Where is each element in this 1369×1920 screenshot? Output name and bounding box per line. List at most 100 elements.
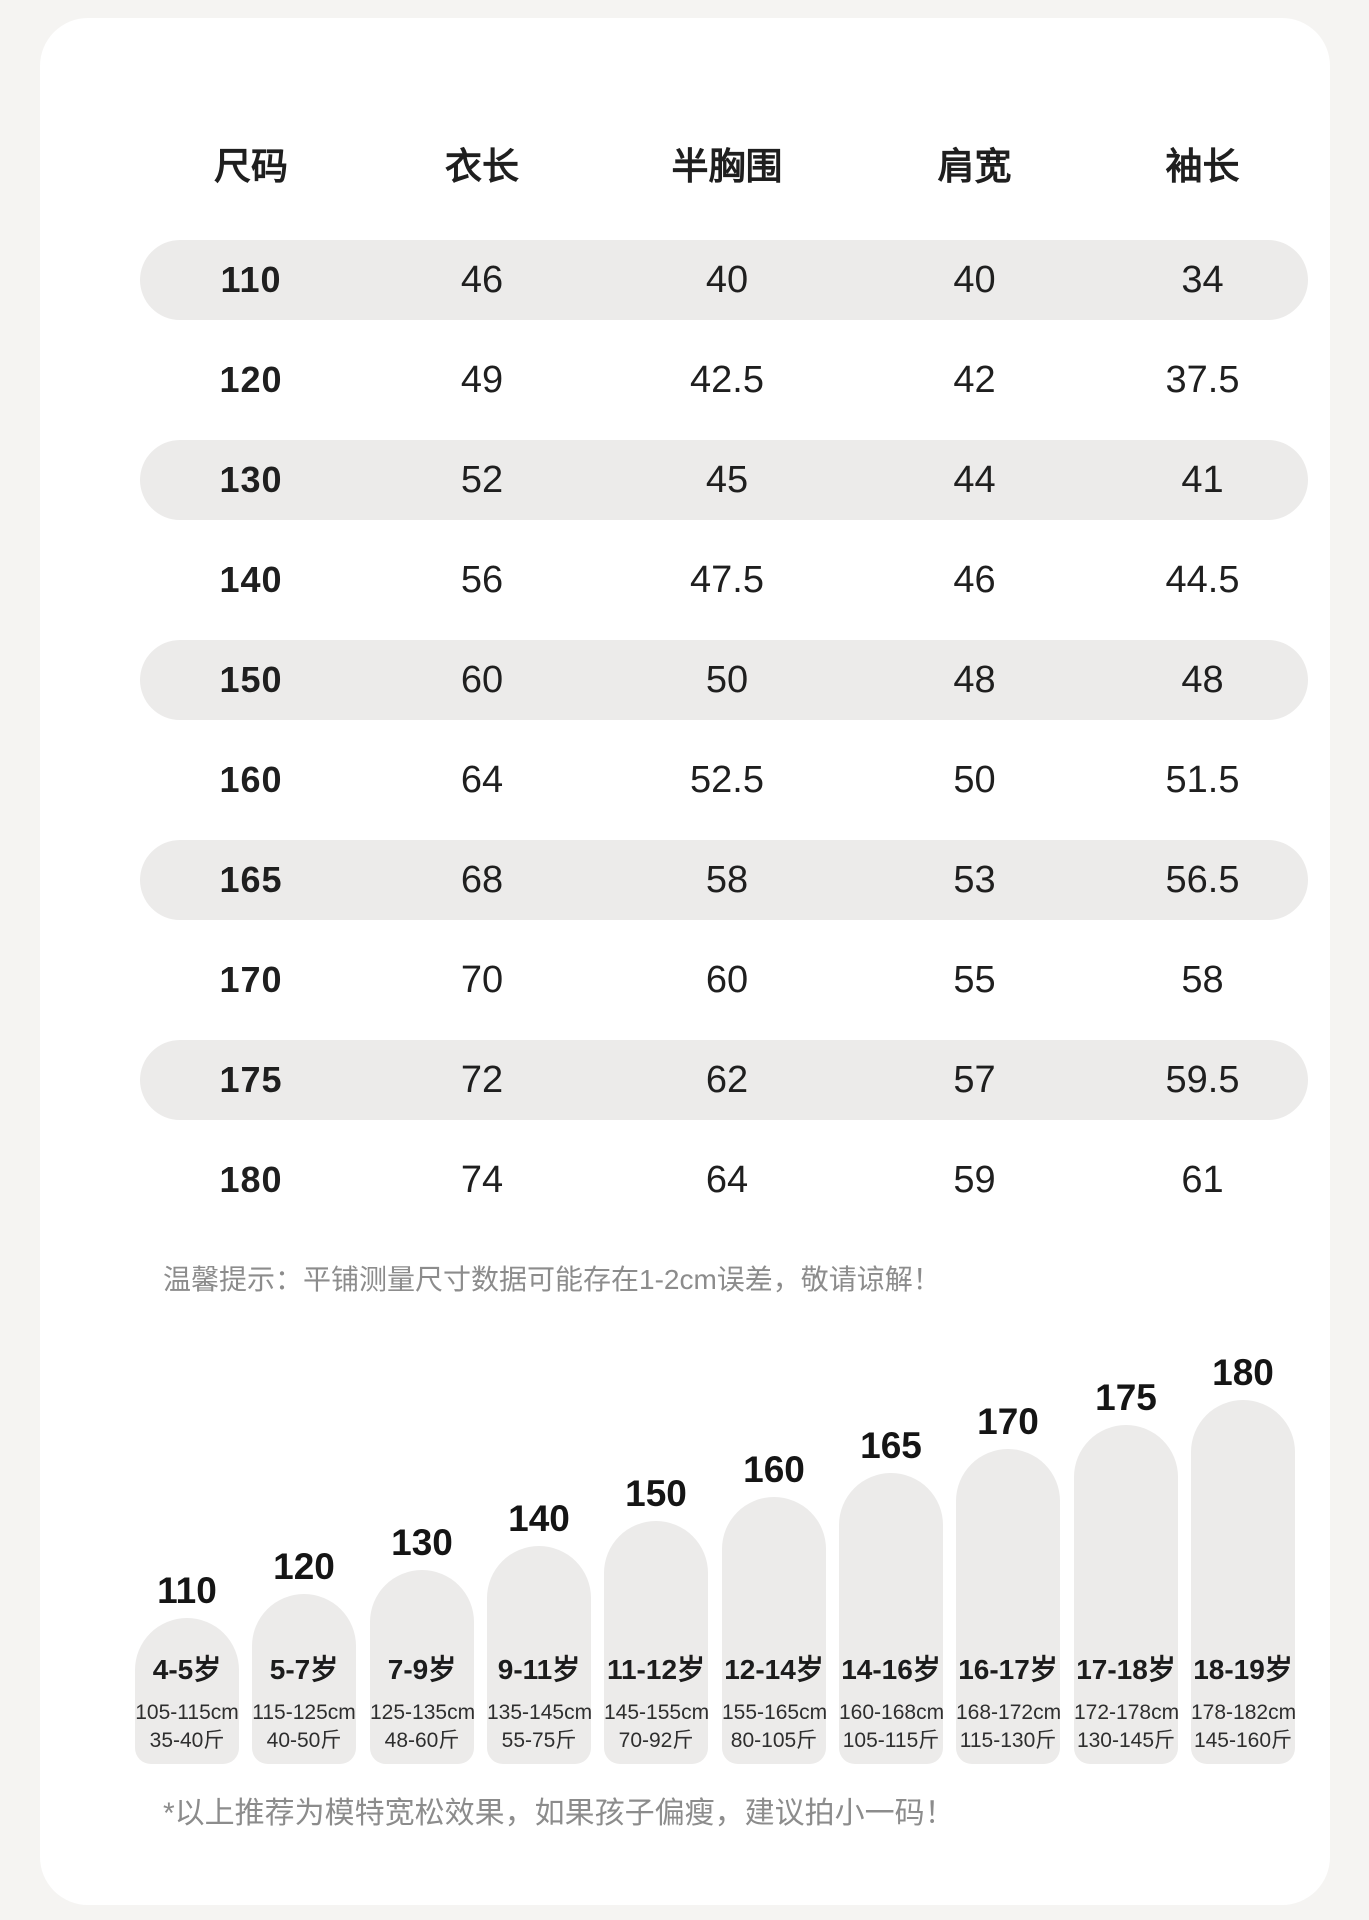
value-cell: 40 <box>953 258 996 301</box>
bar-height-weight: 168-172cm 115-130斤 <box>956 1699 1061 1755</box>
bar-shape: 7-9岁 125-135cm 48-60斤 <box>370 1570 476 1764</box>
size-bar: 170 16-17岁 168-172cm 115-130斤 <box>956 1400 1061 1764</box>
bar-size-label: 170 <box>977 1401 1039 1442</box>
value-cell: 45 <box>705 458 749 501</box>
bar-height-weight: 115-125cm 40-50斤 <box>252 1699 356 1755</box>
bar-age-range: 18-19岁 <box>1193 1654 1293 1685</box>
bar-size-label: 110 <box>157 1570 217 1611</box>
bar-age-range: 4-5岁 <box>152 1654 222 1685</box>
table-row: 120 49 42.5 42 37.5 <box>140 340 1308 420</box>
bar-height-range: 155-165cm <box>722 1701 828 1724</box>
table-row: 170 70 60 55 58 <box>140 940 1308 1020</box>
size-cell: 165 <box>219 859 283 900</box>
value-cell: 52.5 <box>690 758 764 801</box>
bar-height-range: 105-115cm <box>135 1701 239 1724</box>
table-row: 160 64 52.5 50 51.5 <box>140 740 1308 820</box>
value-cell: 50 <box>953 758 996 801</box>
size-recommendation-chart: 110 4-5岁 105-115cm 35-40斤 120 5-7岁 115-1… <box>135 1318 1300 1764</box>
bar-height-range: 125-135cm <box>370 1701 476 1724</box>
bar-age-range: 9-11岁 <box>497 1654 581 1685</box>
bar-weight-range: 80-105斤 <box>730 1729 818 1752</box>
size-bar: 130 7-9岁 125-135cm 48-60斤 <box>370 1521 476 1764</box>
size-bar: 175 17-18岁 172-178cm 130-145斤 <box>1074 1376 1179 1764</box>
size-bar: 140 9-11岁 135-145cm 55-75斤 <box>487 1497 593 1764</box>
size-bar: 120 5-7岁 115-125cm 40-50斤 <box>252 1545 356 1764</box>
size-bar: 160 12-14岁 155-165cm 80-105斤 <box>722 1448 828 1764</box>
value-cell: 48 <box>953 658 996 701</box>
bar-height-range: 145-155cm <box>604 1701 710 1724</box>
bar-height-weight: 160-168cm 105-115斤 <box>839 1699 945 1755</box>
value-cell: 59 <box>953 1158 996 1201</box>
bar-size-label: 150 <box>625 1473 687 1514</box>
bar-weight-range: 40-50斤 <box>266 1729 342 1752</box>
table-row: 130 52 45 44 41 <box>140 440 1308 520</box>
value-cell: 64 <box>705 1158 749 1201</box>
bar-size-label: 165 <box>860 1425 922 1466</box>
table-row: 165 68 58 53 56.5 <box>140 840 1308 920</box>
bar-height-range: 135-145cm <box>487 1701 593 1724</box>
size-cell: 175 <box>219 1059 283 1100</box>
value-cell: 61 <box>1181 1158 1224 1201</box>
value-cell: 56 <box>460 558 504 601</box>
bar-weight-range: 70-92斤 <box>618 1729 694 1752</box>
bar-age-range: 11-12岁 <box>606 1654 706 1685</box>
value-cell: 68 <box>460 858 504 901</box>
value-cell: 34 <box>1181 258 1224 301</box>
bar-size-label: 180 <box>1212 1352 1274 1393</box>
size-cell: 140 <box>219 559 283 600</box>
bar-shape: 12-14岁 155-165cm 80-105斤 <box>722 1497 828 1764</box>
value-cell: 46 <box>953 558 996 601</box>
bar-size-label: 140 <box>508 1498 570 1539</box>
bar-shape: 4-5岁 105-115cm 35-40斤 <box>135 1618 239 1764</box>
value-cell: 57 <box>953 1058 996 1101</box>
size-guide-card: 尺码 衣长 半胸围 肩宽 袖长 110 46 40 40 34 120 49 4… <box>40 18 1330 1905</box>
value-cell: 72 <box>460 1058 504 1101</box>
bar-age-range: 17-18岁 <box>1076 1654 1176 1685</box>
bar-age-range: 5-7岁 <box>269 1654 339 1685</box>
table-row: 180 74 64 59 61 <box>140 1140 1308 1220</box>
bar-shape: 11-12岁 145-155cm 70-92斤 <box>604 1521 710 1764</box>
column-header-sleeve: 袖长 <box>1165 146 1240 187</box>
table-row: 175 72 62 57 59.5 <box>140 1040 1308 1120</box>
size-cell: 110 <box>220 259 282 300</box>
value-cell: 58 <box>705 858 749 901</box>
value-cell: 49 <box>460 358 504 401</box>
bar-age-range: 16-17岁 <box>958 1654 1058 1685</box>
value-cell: 62 <box>705 1058 749 1101</box>
value-cell: 44.5 <box>1165 558 1240 601</box>
bar-height-range: 160-168cm <box>839 1701 945 1724</box>
column-header-size: 尺码 <box>214 146 288 187</box>
value-cell: 46 <box>460 258 504 301</box>
bar-height-weight: 155-165cm 80-105斤 <box>722 1699 828 1755</box>
bar-shape: 14-16岁 160-168cm 105-115斤 <box>839 1473 945 1764</box>
bar-size-label: 120 <box>273 1546 335 1587</box>
value-cell: 56.5 <box>1165 858 1240 901</box>
value-cell: 42.5 <box>690 358 764 401</box>
size-cell: 120 <box>219 359 283 400</box>
table-row: 150 60 50 48 48 <box>140 640 1308 720</box>
value-cell: 58 <box>1181 958 1224 1001</box>
value-cell: 47.5 <box>690 558 764 601</box>
value-cell: 55 <box>953 958 996 1001</box>
size-cell: 160 <box>219 759 283 800</box>
size-bar: 150 11-12岁 145-155cm 70-92斤 <box>604 1472 710 1764</box>
bar-size-label: 160 <box>743 1449 805 1490</box>
value-cell: 37.5 <box>1165 358 1240 401</box>
bar-height-weight: 125-135cm 48-60斤 <box>370 1699 476 1755</box>
bar-height-weight: 145-155cm 70-92斤 <box>604 1699 710 1755</box>
value-cell: 74 <box>460 1158 504 1201</box>
table-row: 110 46 40 40 34 <box>140 240 1308 320</box>
size-cell: 180 <box>219 1159 283 1200</box>
bar-weight-range: 48-60斤 <box>384 1729 460 1752</box>
bar-height-weight: 178-182cm 145-160斤 <box>1191 1699 1296 1755</box>
bar-weight-range: 105-115斤 <box>842 1729 940 1752</box>
value-cell: 53 <box>953 858 996 901</box>
value-cell: 51.5 <box>1165 758 1240 801</box>
bar-weight-range: 115-130斤 <box>959 1729 1057 1752</box>
size-bar: 180 18-19岁 178-182cm 145-160斤 <box>1191 1351 1296 1764</box>
value-cell: 44 <box>953 458 996 501</box>
column-header-length: 衣长 <box>445 146 519 187</box>
value-cell: 50 <box>705 658 749 701</box>
bar-shape: 9-11岁 135-145cm 55-75斤 <box>487 1546 593 1764</box>
measurement-note: 温馨提示：平铺测量尺寸数据可能存在1-2cm误差，敬请谅解！ <box>163 1264 941 1295</box>
